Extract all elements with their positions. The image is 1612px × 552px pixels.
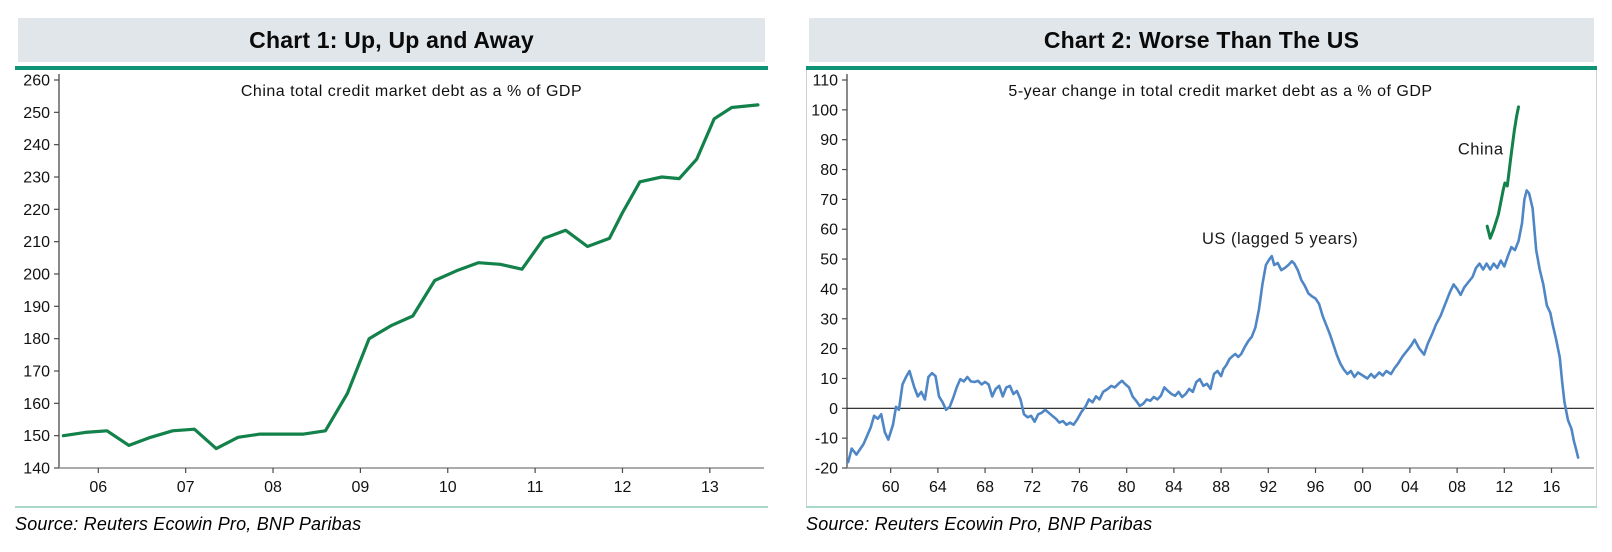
x-tick-label: 07 bbox=[177, 479, 195, 496]
x-tick-label: 72 bbox=[1023, 479, 1041, 496]
x-tick-label: 06 bbox=[89, 479, 107, 496]
y-tick-label: 10 bbox=[820, 371, 838, 388]
y-tick-label: 60 bbox=[820, 222, 838, 239]
x-tick-label: 68 bbox=[976, 479, 994, 496]
series-line-0 bbox=[846, 189, 1580, 464]
series-line-0 bbox=[61, 103, 760, 451]
y-tick-label: -20 bbox=[815, 461, 838, 478]
y-tick-label: 80 bbox=[820, 162, 838, 179]
y-tick-label: 260 bbox=[23, 73, 50, 90]
y-tick-label: 150 bbox=[23, 428, 50, 445]
y-tick-label: 110 bbox=[812, 73, 838, 90]
y-tick-label: 140 bbox=[23, 461, 50, 478]
y-tick-label: 0 bbox=[829, 401, 838, 418]
series-label: US (lagged 5 years) bbox=[1202, 230, 1358, 248]
series-line-1 bbox=[1485, 105, 1520, 240]
y-tick-label: 200 bbox=[23, 267, 50, 284]
chart-2-source-rule bbox=[806, 506, 1597, 508]
x-tick-label: 00 bbox=[1354, 479, 1372, 496]
x-tick-label: 12 bbox=[1495, 479, 1513, 496]
y-tick-label: 100 bbox=[811, 102, 838, 119]
y-tick-label: 220 bbox=[23, 202, 50, 219]
y-tick-label: 180 bbox=[23, 331, 50, 348]
x-tick-label: 60 bbox=[882, 479, 900, 496]
chart-2-source-credit: Source: Reuters Ecowin Pro, BNP Paribas bbox=[806, 514, 1153, 534]
y-tick-label: 30 bbox=[820, 311, 838, 328]
y-tick-label: 190 bbox=[23, 299, 50, 316]
series-label: China bbox=[1458, 141, 1504, 159]
y-tick-label: 210 bbox=[23, 234, 50, 251]
chart-subtitle: China total credit market debt as a % of… bbox=[241, 83, 582, 100]
chart-1-title-bar: Chart 1: Up, Up and Away bbox=[18, 18, 765, 62]
y-tick-label: 160 bbox=[23, 396, 50, 413]
x-tick-label: 96 bbox=[1307, 479, 1325, 496]
chart-1-source-credit: Source: Reuters Ecowin Pro, BNP Paribas bbox=[15, 514, 362, 534]
x-tick-label: 88 bbox=[1212, 479, 1230, 496]
y-tick-label: 20 bbox=[820, 341, 838, 358]
y-tick-label: -10 bbox=[815, 431, 838, 448]
chart-2-title-rule bbox=[806, 66, 1597, 70]
x-tick-label: 13 bbox=[701, 479, 719, 496]
chart-1-source-rule bbox=[15, 506, 768, 508]
y-tick-label: 250 bbox=[23, 105, 50, 122]
x-tick-label: 76 bbox=[1071, 479, 1089, 496]
x-tick-label: 80 bbox=[1118, 479, 1136, 496]
x-tick-label: 64 bbox=[929, 479, 947, 496]
chart-1-title: Chart 1: Up, Up and Away bbox=[249, 26, 534, 53]
chart-2-canvas: 5-year change in total credit market deb… bbox=[811, 73, 1594, 496]
x-tick-label: 10 bbox=[439, 479, 457, 496]
x-tick-label: 11 bbox=[527, 479, 544, 496]
chart-2-title: Chart 2: Worse Than The US bbox=[1043, 26, 1360, 53]
y-tick-label: 240 bbox=[23, 137, 50, 154]
chart-2-plot-area: 5-year change in total credit market deb… bbox=[806, 70, 1597, 506]
x-tick-label: 84 bbox=[1165, 479, 1183, 496]
chart-1-canvas: China total credit market debt as a % of… bbox=[23, 73, 764, 496]
y-tick-label: 70 bbox=[820, 192, 838, 209]
chart-subtitle: 5-year change in total credit market deb… bbox=[1008, 83, 1432, 100]
y-tick-label: 230 bbox=[23, 170, 50, 187]
x-tick-label: 08 bbox=[264, 479, 282, 496]
x-tick-label: 04 bbox=[1401, 479, 1419, 496]
x-tick-label: 08 bbox=[1448, 479, 1466, 496]
y-tick-label: 50 bbox=[820, 252, 838, 269]
chart-1-plot-area: China total credit market debt as a % of… bbox=[15, 70, 768, 506]
chart-panel-1: Chart 1: Up, Up and Away China total cre… bbox=[15, 18, 768, 552]
x-tick-label: 12 bbox=[614, 479, 632, 496]
chart-1-title-rule bbox=[15, 66, 768, 70]
x-tick-label: 09 bbox=[351, 479, 369, 496]
y-tick-label: 40 bbox=[820, 281, 838, 298]
x-tick-label: 92 bbox=[1259, 479, 1277, 496]
chart-2-title-bar: Chart 2: Worse Than The US bbox=[809, 18, 1594, 62]
chart-panel-2: Chart 2: Worse Than The US 5-year change… bbox=[806, 18, 1597, 552]
y-tick-label: 170 bbox=[23, 364, 50, 381]
x-tick-label: 16 bbox=[1543, 479, 1561, 496]
y-tick-label: 90 bbox=[820, 132, 838, 149]
